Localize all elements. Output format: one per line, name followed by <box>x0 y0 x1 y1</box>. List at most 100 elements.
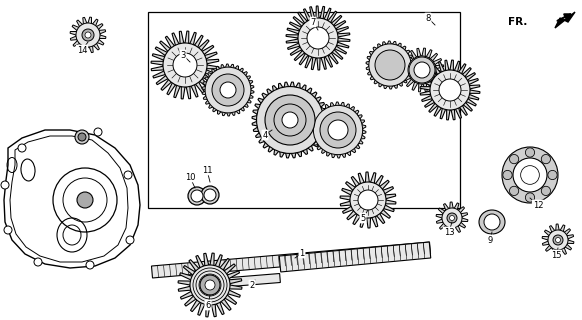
Text: 1: 1 <box>299 249 304 258</box>
Polygon shape <box>4 130 140 268</box>
Polygon shape <box>286 6 350 70</box>
Ellipse shape <box>479 210 505 234</box>
Circle shape <box>298 18 338 58</box>
Circle shape <box>430 70 470 110</box>
Polygon shape <box>252 82 328 158</box>
Polygon shape <box>151 242 431 278</box>
Text: 13: 13 <box>443 228 455 236</box>
Text: 15: 15 <box>551 251 561 260</box>
Polygon shape <box>218 274 281 287</box>
Circle shape <box>4 226 12 234</box>
Circle shape <box>548 170 557 180</box>
Circle shape <box>526 148 535 157</box>
Circle shape <box>76 23 100 47</box>
Circle shape <box>212 74 244 106</box>
Circle shape <box>555 237 560 243</box>
Circle shape <box>439 79 461 101</box>
Circle shape <box>350 182 386 218</box>
Polygon shape <box>542 224 574 256</box>
Text: 4: 4 <box>262 131 268 140</box>
Text: 12: 12 <box>533 201 543 210</box>
Circle shape <box>526 193 535 202</box>
Circle shape <box>409 57 435 83</box>
Circle shape <box>190 265 230 305</box>
Circle shape <box>358 190 378 210</box>
Text: 14: 14 <box>77 45 87 54</box>
Polygon shape <box>400 48 444 92</box>
Circle shape <box>320 112 356 148</box>
Polygon shape <box>178 253 242 317</box>
Circle shape <box>85 32 91 38</box>
Circle shape <box>173 53 197 77</box>
Circle shape <box>376 51 404 79</box>
Circle shape <box>191 190 203 202</box>
Text: 3: 3 <box>180 51 186 60</box>
Circle shape <box>369 44 411 86</box>
Circle shape <box>165 45 205 85</box>
Circle shape <box>77 192 93 208</box>
Circle shape <box>313 105 363 155</box>
Polygon shape <box>202 64 254 116</box>
Circle shape <box>75 130 89 144</box>
Circle shape <box>442 208 462 228</box>
Circle shape <box>449 215 455 220</box>
Circle shape <box>274 104 306 136</box>
Circle shape <box>94 128 102 136</box>
Circle shape <box>78 133 86 141</box>
Circle shape <box>257 87 324 154</box>
Circle shape <box>553 235 563 245</box>
Circle shape <box>282 112 298 128</box>
Circle shape <box>502 147 558 203</box>
Text: 10: 10 <box>184 172 195 181</box>
Polygon shape <box>151 31 219 99</box>
Circle shape <box>521 166 540 184</box>
Circle shape <box>328 120 348 140</box>
Circle shape <box>204 189 216 201</box>
Circle shape <box>432 72 468 108</box>
Circle shape <box>414 62 430 78</box>
Circle shape <box>503 170 512 180</box>
Polygon shape <box>366 41 414 89</box>
Text: 5: 5 <box>360 213 365 222</box>
Circle shape <box>126 236 134 244</box>
Text: 2: 2 <box>249 281 254 290</box>
Circle shape <box>188 187 206 205</box>
Circle shape <box>205 67 251 113</box>
Text: 9: 9 <box>487 236 492 244</box>
Polygon shape <box>310 102 366 158</box>
Circle shape <box>375 50 405 80</box>
Circle shape <box>201 186 219 204</box>
Circle shape <box>352 184 384 216</box>
Polygon shape <box>420 60 480 120</box>
Polygon shape <box>555 12 575 28</box>
Circle shape <box>509 155 519 164</box>
Text: 6: 6 <box>205 300 211 309</box>
Text: FR.: FR. <box>508 17 527 27</box>
Polygon shape <box>340 172 396 228</box>
Text: 8: 8 <box>425 13 431 22</box>
Circle shape <box>484 214 500 230</box>
Circle shape <box>34 258 42 266</box>
Circle shape <box>86 261 94 269</box>
Circle shape <box>124 171 132 179</box>
Polygon shape <box>70 17 106 53</box>
Circle shape <box>447 213 457 223</box>
Circle shape <box>265 95 315 145</box>
Polygon shape <box>436 202 468 234</box>
Circle shape <box>220 82 236 98</box>
Circle shape <box>307 27 329 49</box>
Circle shape <box>18 144 26 152</box>
Text: 11: 11 <box>202 165 212 174</box>
Circle shape <box>1 181 9 189</box>
Circle shape <box>541 186 551 196</box>
Circle shape <box>541 155 551 164</box>
Polygon shape <box>279 242 431 272</box>
Circle shape <box>205 280 215 290</box>
Circle shape <box>82 29 94 41</box>
Circle shape <box>163 43 207 87</box>
Circle shape <box>300 20 336 56</box>
Circle shape <box>408 56 436 84</box>
Circle shape <box>513 158 547 192</box>
Text: 7: 7 <box>310 18 315 27</box>
Circle shape <box>200 275 220 295</box>
